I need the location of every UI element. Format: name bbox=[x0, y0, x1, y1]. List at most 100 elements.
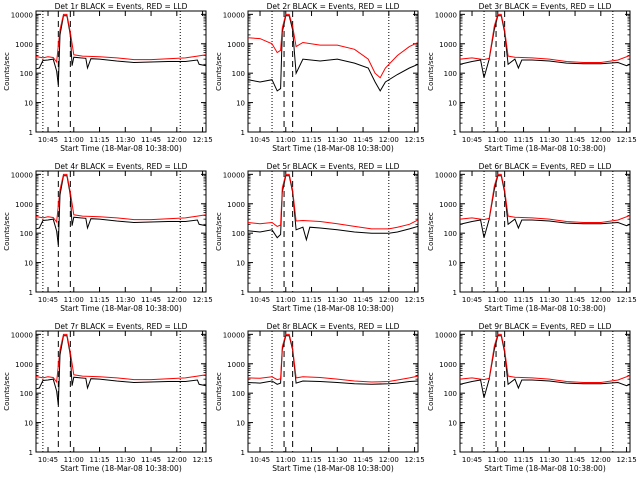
x-tick-label: 10:45 bbox=[250, 296, 270, 304]
chart-panel-7: 1 10 100 1000 10000 10:45 11:00 11:15 11:30 11:45… bbox=[3, 322, 213, 473]
plot-frame bbox=[459, 10, 631, 133]
x-tick-label: 12:15 bbox=[192, 136, 212, 144]
series-line-events bbox=[460, 175, 630, 238]
y-tick-label: 100 bbox=[20, 70, 33, 78]
chart-panel-9: 1 10 100 1000 10000 10:45 11:00 11:15 11:30 11:45… bbox=[427, 322, 637, 473]
plot-frame bbox=[35, 170, 207, 293]
chart-panel-1: 1 10 100 1000 10000 10:45 11:00 11:15 11:30 11:45… bbox=[3, 2, 213, 153]
series-line-lld bbox=[248, 173, 418, 230]
y-axis-label: Counts/sec bbox=[3, 212, 11, 251]
x-tick-label: 12:15 bbox=[404, 296, 424, 304]
x-tick-label: 12:15 bbox=[616, 136, 636, 144]
x-tick-label: 10:45 bbox=[250, 456, 270, 464]
x-tick-label: 10:45 bbox=[38, 296, 58, 304]
series-line-lld bbox=[460, 173, 630, 223]
plot-frame bbox=[247, 330, 419, 453]
x-tick-label: 12:00 bbox=[167, 456, 187, 464]
series-line-lld bbox=[36, 173, 206, 224]
y-tick-label: 1000 bbox=[439, 361, 457, 369]
x-tick-label: 12:15 bbox=[616, 296, 636, 304]
y-tick-label: 1 bbox=[453, 449, 457, 457]
x-tick-label: 12:15 bbox=[616, 456, 636, 464]
x-tick-label: 11:30 bbox=[539, 456, 559, 464]
y-tick-label: 1000 bbox=[227, 41, 245, 49]
chart-panel-3: 1 10 100 1000 10000 10:45 11:00 11:15 11:30 11:45… bbox=[427, 2, 637, 153]
y-axis-label: Counts/sec bbox=[215, 212, 223, 251]
y-tick-label: 1 bbox=[241, 129, 245, 137]
y-tick-label: 100 bbox=[444, 230, 457, 238]
series-line-events bbox=[248, 335, 418, 385]
chart-title: Det 1r BLACK = Events, RED = LLD bbox=[55, 2, 188, 11]
x-axis-label: Start Time (18-Mar-08 10:38:00) bbox=[272, 144, 394, 153]
y-tick-label: 100 bbox=[444, 390, 457, 398]
x-tick-label: 11:45 bbox=[353, 136, 373, 144]
x-tick-label: 11:45 bbox=[353, 296, 373, 304]
y-tick-label: 100 bbox=[444, 70, 457, 78]
chart-title: Det 3r BLACK = Events, RED = LLD bbox=[479, 2, 612, 11]
x-tick-label: 12:00 bbox=[167, 136, 187, 144]
x-tick-label: 11:45 bbox=[565, 456, 585, 464]
y-tick-label: 10000 bbox=[223, 171, 245, 179]
x-tick-label: 12:15 bbox=[404, 136, 424, 144]
plot-frame bbox=[35, 10, 207, 133]
chart-title: Det 5r BLACK = Events, RED = LLD bbox=[267, 162, 400, 171]
y-tick-label: 1000 bbox=[15, 41, 33, 49]
y-tick-label: 10 bbox=[236, 100, 245, 108]
series-line-events bbox=[460, 335, 630, 398]
series-line-events bbox=[248, 175, 418, 242]
x-tick-label: 12:00 bbox=[591, 456, 611, 464]
y-tick-label: 1000 bbox=[15, 361, 33, 369]
y-tick-label: 10 bbox=[448, 420, 457, 428]
x-tick-label: 12:00 bbox=[167, 296, 187, 304]
y-tick-label: 1000 bbox=[439, 41, 457, 49]
x-tick-label: 11:30 bbox=[539, 136, 559, 144]
y-tick-label: 100 bbox=[232, 230, 245, 238]
x-tick-label: 12:15 bbox=[192, 296, 212, 304]
x-axis-label: Start Time (18-Mar-08 10:38:00) bbox=[272, 464, 394, 473]
x-axis-label: Start Time (18-Mar-08 10:38:00) bbox=[484, 464, 606, 473]
y-tick-label: 10 bbox=[24, 260, 33, 268]
y-tick-label: 1 bbox=[453, 289, 457, 297]
x-tick-label: 12:15 bbox=[404, 456, 424, 464]
chart-panel-8: 1 10 100 1000 10000 10:45 11:00 11:15 11:30 11:45… bbox=[215, 322, 425, 473]
plot-frame bbox=[459, 330, 631, 453]
plot-frame bbox=[247, 170, 419, 293]
x-tick-label: 12:00 bbox=[591, 136, 611, 144]
x-tick-label: 11:00 bbox=[276, 456, 296, 464]
y-tick-label: 100 bbox=[232, 390, 245, 398]
x-tick-label: 11:15 bbox=[301, 296, 321, 304]
chart-title: Det 7r BLACK = Events, RED = LLD bbox=[55, 322, 188, 331]
y-tick-label: 1000 bbox=[227, 201, 245, 209]
x-tick-label: 11:15 bbox=[513, 456, 533, 464]
series-line-events bbox=[36, 175, 206, 245]
series-line-events bbox=[36, 15, 206, 85]
chart-title: Det 4r BLACK = Events, RED = LLD bbox=[55, 162, 188, 171]
y-tick-label: 10000 bbox=[11, 11, 33, 19]
y-tick-label: 10 bbox=[24, 420, 33, 428]
x-tick-label: 10:45 bbox=[38, 136, 58, 144]
x-tick-label: 11:30 bbox=[115, 296, 135, 304]
y-tick-label: 1 bbox=[241, 289, 245, 297]
y-tick-label: 10000 bbox=[223, 11, 245, 19]
y-tick-label: 1 bbox=[241, 449, 245, 457]
x-tick-label: 11:00 bbox=[488, 456, 508, 464]
y-tick-label: 100 bbox=[20, 390, 33, 398]
x-tick-label: 12:00 bbox=[591, 296, 611, 304]
series-line-lld bbox=[36, 13, 206, 64]
x-tick-label: 12:00 bbox=[379, 136, 399, 144]
x-tick-label: 11:30 bbox=[115, 136, 135, 144]
series-line-events bbox=[460, 15, 630, 78]
chart-panel-2: 1 10 100 1000 10000 10:45 11:00 11:15 11:30 11:45… bbox=[215, 2, 425, 153]
series-line-lld bbox=[36, 333, 206, 384]
y-tick-label: 10 bbox=[236, 260, 245, 268]
x-tick-label: 11:45 bbox=[141, 456, 161, 464]
x-tick-label: 11:30 bbox=[327, 296, 347, 304]
x-tick-label: 11:30 bbox=[327, 136, 347, 144]
y-tick-label: 100 bbox=[232, 70, 245, 78]
plot-frame bbox=[247, 10, 419, 133]
series-line-lld bbox=[248, 13, 418, 79]
x-tick-label: 11:00 bbox=[64, 456, 84, 464]
x-tick-label: 11:00 bbox=[276, 296, 296, 304]
y-axis-label: Counts/sec bbox=[3, 372, 11, 411]
